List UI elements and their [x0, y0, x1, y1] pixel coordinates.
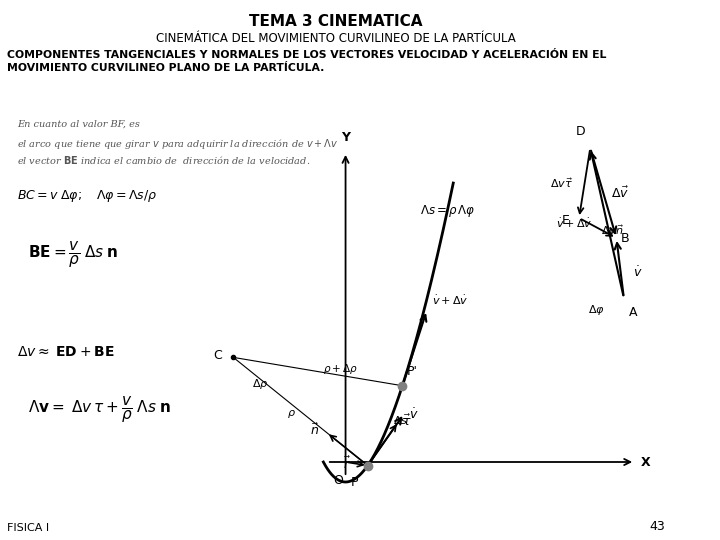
Text: el arco que tiene que girar $v$ para adquirir la dirección de $v + \Lambda v$: el arco que tiene que girar $v$ para adq… — [17, 137, 338, 151]
Text: CINEMÁTICA DEL MOVIMIENTO CURVILINEO DE LA PARTÍCULA: CINEMÁTICA DEL MOVIMIENTO CURVILINEO DE … — [156, 32, 516, 45]
Text: C: C — [213, 349, 222, 362]
Text: P': P' — [407, 364, 418, 377]
Text: $\vec{r}$: $\vec{r}$ — [343, 456, 351, 472]
Text: $\dot{v}$: $\dot{v}$ — [633, 266, 643, 280]
Text: 43: 43 — [649, 520, 665, 533]
Text: Y: Y — [341, 131, 350, 144]
Text: $\Lambda s = \rho\,\Lambda\varphi$: $\Lambda s = \rho\,\Lambda\varphi$ — [420, 203, 476, 219]
Text: $\dot{v} + \Delta\dot{v}$: $\dot{v} + \Delta\dot{v}$ — [431, 294, 468, 307]
Text: E: E — [562, 213, 570, 226]
Text: $\Delta\vec{v}$: $\Delta\vec{v}$ — [611, 185, 629, 201]
Text: $\rho$: $\rho$ — [287, 408, 296, 421]
Text: el vector $\mathbf{BE}$ indica el cambio de  dirección de la velocidad.: el vector $\mathbf{BE}$ indica el cambio… — [17, 154, 310, 166]
Text: B: B — [621, 232, 630, 245]
Text: En cuanto al valor BF, es: En cuanto al valor BF, es — [17, 120, 140, 129]
Text: COMPONENTES TANGENCIALES Y NORMALES DE LOS VECTORES VELOCIDAD Y ACELERACIÓN EN E: COMPONENTES TANGENCIALES Y NORMALES DE L… — [7, 50, 607, 60]
Text: $\mathbf{BE} = \dfrac{v}{\rho}\;\Delta s\;\mathbf{n}$: $\mathbf{BE} = \dfrac{v}{\rho}\;\Delta s… — [28, 240, 119, 270]
Text: FISICA I: FISICA I — [7, 523, 50, 533]
Text: A: A — [629, 306, 637, 319]
Text: $BC = v\; \Delta\varphi;\quad \Lambda\varphi = \Lambda s/\rho$: $BC = v\; \Delta\varphi;\quad \Lambda\va… — [17, 188, 157, 204]
Text: $\Lambda \mathbf{v} = \;\Delta v\,\tau + \dfrac{v}{\rho}\;\Lambda s\;\mathbf{n}$: $\Lambda \mathbf{v} = \;\Delta v\,\tau +… — [28, 395, 171, 425]
Text: $\rho + \Delta\rho$: $\rho + \Delta\rho$ — [323, 362, 357, 375]
Text: X: X — [641, 456, 650, 469]
Text: $\Delta v\vec{\tau}$: $\Delta v\vec{\tau}$ — [551, 176, 573, 190]
Text: $\Delta\rho$: $\Delta\rho$ — [252, 377, 269, 392]
Text: $\vec{\tau}$: $\vec{\tau}$ — [402, 413, 412, 429]
Text: $\Delta\varphi$: $\Delta\varphi$ — [588, 303, 606, 317]
Text: $\vec{n}$: $\vec{n}$ — [310, 422, 320, 437]
Text: $\dot{v}$: $\dot{v}$ — [409, 407, 418, 422]
Text: O: O — [333, 474, 343, 487]
Text: $\Delta v\vec{n}$: $\Delta v\vec{n}$ — [600, 223, 624, 237]
Text: MOVIMIENTO CURVILINEO PLANO DE LA PARTÍCULA.: MOVIMIENTO CURVILINEO PLANO DE LA PARTÍC… — [7, 63, 325, 73]
Text: $\Delta v \approx\; \mathbf{ED} + \mathbf{BE}$: $\Delta v \approx\; \mathbf{ED} + \mathb… — [17, 345, 114, 359]
Text: $\Delta s$: $\Delta s$ — [392, 414, 408, 426]
Text: P: P — [351, 476, 359, 489]
Text: D: D — [576, 125, 585, 138]
Text: $\dot{v}+\Delta\dot{v}$: $\dot{v}+\Delta\dot{v}$ — [557, 217, 593, 230]
Text: TEMA 3 CINEMATICA: TEMA 3 CINEMATICA — [249, 14, 423, 29]
